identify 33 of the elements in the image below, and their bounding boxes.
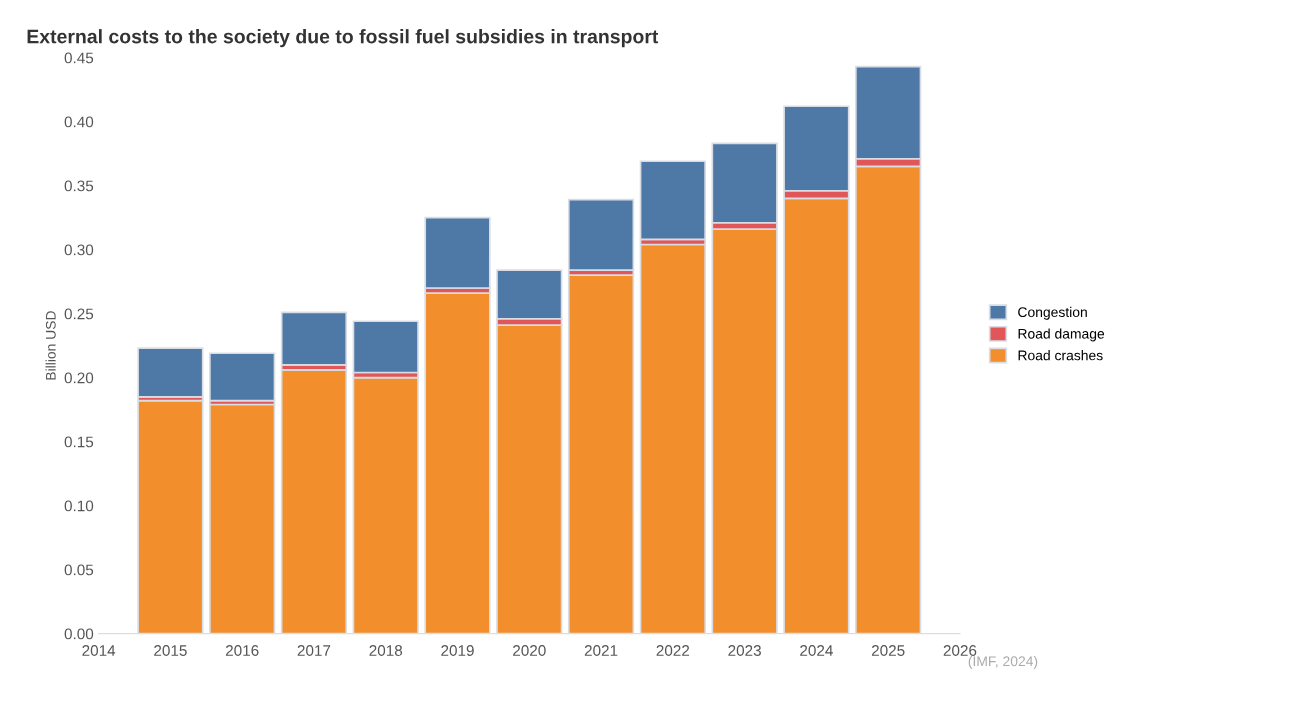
y-tick-label: 0.05 <box>64 564 94 576</box>
legend-label: Road crashes <box>1018 350 1103 361</box>
y-tick-label: 0.25 <box>64 308 94 320</box>
x-tick-label: 2021 <box>584 645 618 656</box>
bar <box>209 352 276 402</box>
y-tick-label: 0.10 <box>64 500 94 512</box>
x-tick-label: 2026 <box>943 645 977 656</box>
x-tick-label: 2024 <box>800 645 833 656</box>
x-tick-label: 2014 <box>82 645 116 656</box>
y-tick-label: 0.30 <box>64 244 94 256</box>
y-tick-label: 0.20 <box>64 372 94 384</box>
y-tick-label: 0.15 <box>64 436 94 448</box>
y-tick-label: 0.45 <box>64 52 94 64</box>
x-tick-label: 2025 <box>871 645 905 656</box>
x-tick-label: 2017 <box>297 645 331 656</box>
legend-label: Road damage <box>1018 328 1105 342</box>
bar <box>639 160 706 241</box>
y-tick-label: 0.40 <box>64 116 94 128</box>
y-tick-label: 0.00 <box>64 628 94 640</box>
bar <box>352 320 419 374</box>
x-tick-label: 2018 <box>369 645 403 656</box>
legend-label: Congestion <box>1018 306 1087 320</box>
x-tick-label: 2016 <box>225 645 259 656</box>
y-axis-title: Billion USD <box>45 311 56 380</box>
x-tick-label: 2022 <box>656 645 690 656</box>
y-tick-label: 0.35 <box>64 180 94 192</box>
text: (IMF, 2024) <box>968 655 1038 669</box>
x-tick-label: 2023 <box>728 645 761 656</box>
x-tick-label: 2015 <box>154 645 187 656</box>
bar <box>137 347 204 398</box>
x-tick-label: 2019 <box>441 645 474 656</box>
chart-title: External costs to the society due to fossil fuel subsidies in transport <box>27 29 659 48</box>
x-tick-label: 2020 <box>513 645 546 656</box>
